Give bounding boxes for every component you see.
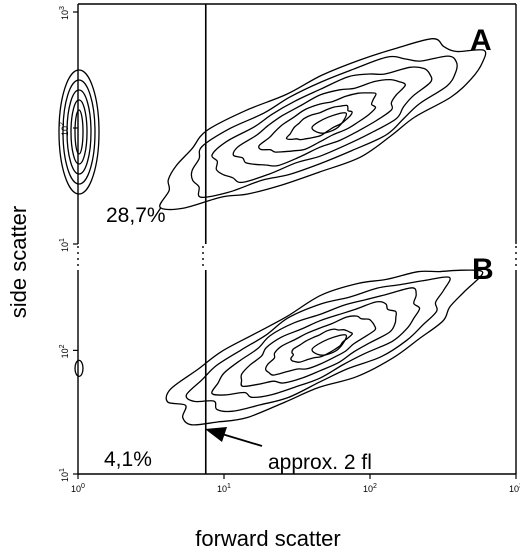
gate-percentage-a: 28,7% — [106, 204, 166, 227]
annotation-arrow — [205, 427, 263, 447]
y-tick-label: 101 — [59, 238, 70, 252]
y-ticks-a: 101 102 103 — [59, 6, 78, 252]
x-tick-label: 102 — [363, 483, 377, 494]
contour-group-b — [165, 269, 484, 426]
edge-population-b — [74, 359, 84, 378]
edge-contour-line — [62, 79, 96, 185]
gate-percentage-b: 4,1% — [104, 448, 152, 471]
x-axis-title: forward scatter — [195, 526, 341, 551]
edge-contour-line — [74, 359, 84, 378]
contour-line — [311, 112, 348, 134]
y-tick-label: 103 — [59, 6, 70, 20]
y-tick-label: 102 — [59, 122, 70, 136]
contour-line — [185, 276, 451, 413]
panel-letter-b: B — [472, 253, 494, 286]
y-ticks-b: 101 102 — [59, 344, 78, 482]
contour-line — [211, 66, 433, 184]
contour-line — [290, 328, 353, 363]
annotation-label: approx. 2 fl — [268, 451, 372, 474]
panel-b: B 4,1% 101 102 — [59, 253, 517, 482]
panel-letter-a: A — [470, 24, 492, 57]
y-tick-label: 101 — [59, 468, 70, 482]
contour-group-a — [159, 38, 487, 211]
contour-line — [211, 287, 421, 399]
y-tick-label: 102 — [59, 344, 70, 358]
contour-line — [165, 269, 484, 426]
contour-line — [265, 315, 377, 376]
contour-line — [232, 78, 406, 167]
edge-population-a — [58, 69, 100, 195]
contour-line — [285, 104, 353, 141]
contour-line — [240, 300, 398, 388]
contour-line — [311, 334, 348, 356]
edge-contour-line — [58, 69, 100, 195]
y-axis-title: side scatter — [6, 206, 31, 319]
contour-line — [159, 38, 487, 211]
x-tick-label: 103 — [509, 483, 520, 494]
edge-contour-line — [74, 109, 84, 155]
x-ticks: 100 101 102 103 — [71, 474, 520, 494]
edge-contour-line — [66, 89, 92, 175]
panel-separator — [77, 246, 517, 268]
x-tick-label: 100 — [71, 483, 85, 494]
contour-line — [190, 55, 458, 199]
contour-line — [258, 92, 377, 153]
edge-contour-line — [70, 99, 88, 165]
x-tick-label: 101 — [217, 483, 231, 494]
panel-a: A 28,7% 101 102 103 — [58, 3, 517, 252]
